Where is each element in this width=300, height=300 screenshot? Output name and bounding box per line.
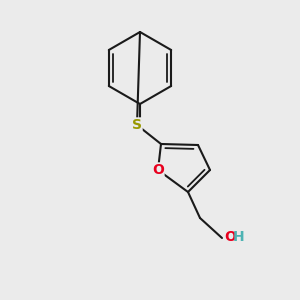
- Text: S: S: [132, 118, 142, 132]
- Text: O: O: [152, 163, 164, 177]
- Text: H: H: [233, 230, 244, 244]
- Text: O: O: [224, 230, 236, 244]
